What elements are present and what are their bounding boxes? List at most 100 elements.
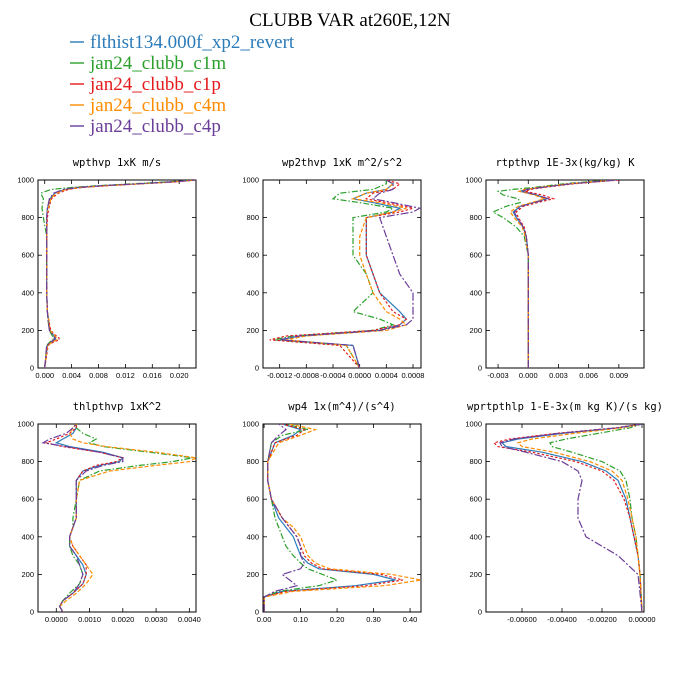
series-line-4: [263, 424, 305, 612]
panel-title: thlpthvp 1xK^2: [73, 401, 162, 413]
y-tick-label: 400: [21, 288, 34, 297]
y-tick-label: 600: [21, 495, 34, 504]
x-tick-label: 0.000: [35, 371, 54, 380]
chart-panel: thlpthvp 1xK^2 0 200 400 600 800 1000 0.0000 0.0…: [17, 401, 201, 624]
plot-frame: [37, 179, 197, 369]
y-tick-label: 1000: [465, 420, 482, 429]
y-tick-label: 400: [469, 288, 482, 297]
panel-title: wpthvp 1xK m/s: [73, 157, 162, 169]
x-tick-label: 0.30: [366, 615, 381, 624]
y-tick-label: 0: [255, 364, 259, 373]
chart-panel: rtpthvp 1E-3x(kg/kg) K 0 200 400 600 800 1000 -…: [465, 157, 645, 380]
y-tick-label: 400: [21, 532, 34, 541]
series-line-4: [279, 180, 421, 368]
y-tick-label: 0: [30, 608, 34, 617]
series-line-1: [263, 424, 339, 612]
plot-frame: [262, 423, 422, 613]
x-tick-label: 0.009: [609, 371, 628, 380]
plot-frame: [485, 179, 645, 369]
y-tick-label: 0: [478, 364, 482, 373]
series-line-3: [509, 180, 614, 368]
y-tick-label: 200: [246, 326, 259, 335]
y-tick-label: 200: [21, 570, 34, 579]
panel-title: wprtpthlp 1-E-3x(m kg K)/(s kg): [467, 401, 663, 413]
legend: flthist134.000f_xp2_revertjan24_clubb_c1…: [70, 32, 295, 137]
y-tick-label: 800: [469, 457, 482, 466]
x-tick-label: 0.00000: [628, 615, 655, 624]
legend-entry: flthist134.000f_xp2_revert: [70, 32, 295, 53]
y-tick-label: 200: [246, 570, 259, 579]
x-tick-label: 0.004: [62, 371, 81, 380]
x-tick-label: 0.012: [116, 371, 135, 380]
legend-label: jan24_clubb_c4p: [89, 116, 221, 137]
y-tick-label: 1000: [17, 176, 34, 185]
figure-title: CLUBB VAR at260E,12N: [249, 10, 451, 31]
series-line-1: [549, 424, 643, 612]
x-tick-label: -0.00200: [587, 615, 617, 624]
y-tick-label: 1000: [242, 420, 259, 429]
x-tick-label: -0.0004: [320, 371, 345, 380]
series-line-2: [263, 424, 403, 612]
series-line-1: [491, 180, 609, 368]
x-tick-label: 0.20: [330, 615, 345, 624]
series-line-4: [513, 180, 617, 368]
series-line-0: [279, 180, 408, 368]
legend-entry: jan24_clubb_c4p: [70, 116, 221, 137]
panel-title: wp4 1x(m^4)/(s^4): [288, 401, 395, 413]
legend-entry: jan24_clubb_c1p: [70, 74, 221, 95]
series-line-2: [44, 180, 196, 368]
y-tick-label: 800: [21, 457, 34, 466]
series-line-4: [41, 424, 124, 612]
series-line-2: [515, 180, 619, 368]
legend-entry: jan24_clubb_c1m: [70, 53, 226, 74]
panels-grid: wpthvp 1xK m/s 0 200 400 600 800 1000 0.000 0.00…: [17, 157, 663, 624]
x-tick-label: 0.0008: [402, 371, 425, 380]
series-line-3: [516, 424, 643, 612]
series-line-2: [269, 180, 414, 368]
y-tick-label: 200: [21, 326, 34, 335]
y-tick-label: 0: [255, 608, 259, 617]
series-line-0: [54, 424, 124, 612]
series-line-3: [286, 180, 408, 368]
x-tick-label: 0.020: [170, 371, 189, 380]
plot-frame: [262, 179, 422, 369]
y-tick-label: 200: [469, 326, 482, 335]
plot-frame: [37, 423, 197, 613]
y-tick-label: 1000: [465, 176, 482, 185]
x-tick-label: -0.00600: [507, 615, 537, 624]
y-tick-label: 200: [469, 570, 482, 579]
y-tick-label: 400: [246, 288, 259, 297]
y-tick-label: 0: [478, 608, 482, 617]
y-tick-label: 600: [246, 251, 259, 260]
y-tick-label: 1000: [17, 420, 34, 429]
x-tick-label: 0.0020: [111, 615, 134, 624]
panel-title: wp2thvp 1xK m^2/s^2: [282, 157, 402, 169]
y-tick-label: 400: [246, 532, 259, 541]
series-line-0: [44, 180, 196, 368]
y-tick-label: 1000: [242, 176, 259, 185]
x-tick-label: 0.016: [143, 371, 162, 380]
x-tick-label: -0.003: [487, 371, 508, 380]
x-tick-label: 0.0000: [348, 371, 371, 380]
legend-label: flthist134.000f_xp2_revert: [90, 32, 295, 53]
chart-panel: wp4 1x(m^4)/(s^4) 0 200 400 600 800 1000 0.00 0.…: [242, 401, 422, 624]
y-tick-label: 0: [30, 364, 34, 373]
x-tick-label: -0.0012: [267, 371, 292, 380]
x-tick-label: 0.0004: [375, 371, 398, 380]
series-line-1: [58, 424, 193, 612]
legend-label: jan24_clubb_c4m: [89, 95, 226, 116]
legend-label: jan24_clubb_c1p: [89, 74, 221, 95]
x-tick-label: 0.40: [403, 615, 418, 624]
x-tick-label: 0.000: [519, 371, 538, 380]
legend-label: jan24_clubb_c1m: [89, 53, 226, 74]
series-line-3: [263, 424, 421, 612]
series-line-3: [44, 180, 196, 368]
y-tick-label: 800: [469, 213, 482, 222]
x-tick-label: 0.003: [549, 371, 568, 380]
y-tick-label: 600: [21, 251, 34, 260]
x-tick-label: 0.0000: [45, 615, 68, 624]
x-tick-label: 0.0010: [78, 615, 101, 624]
y-tick-label: 800: [246, 457, 259, 466]
y-tick-label: 400: [469, 532, 482, 541]
